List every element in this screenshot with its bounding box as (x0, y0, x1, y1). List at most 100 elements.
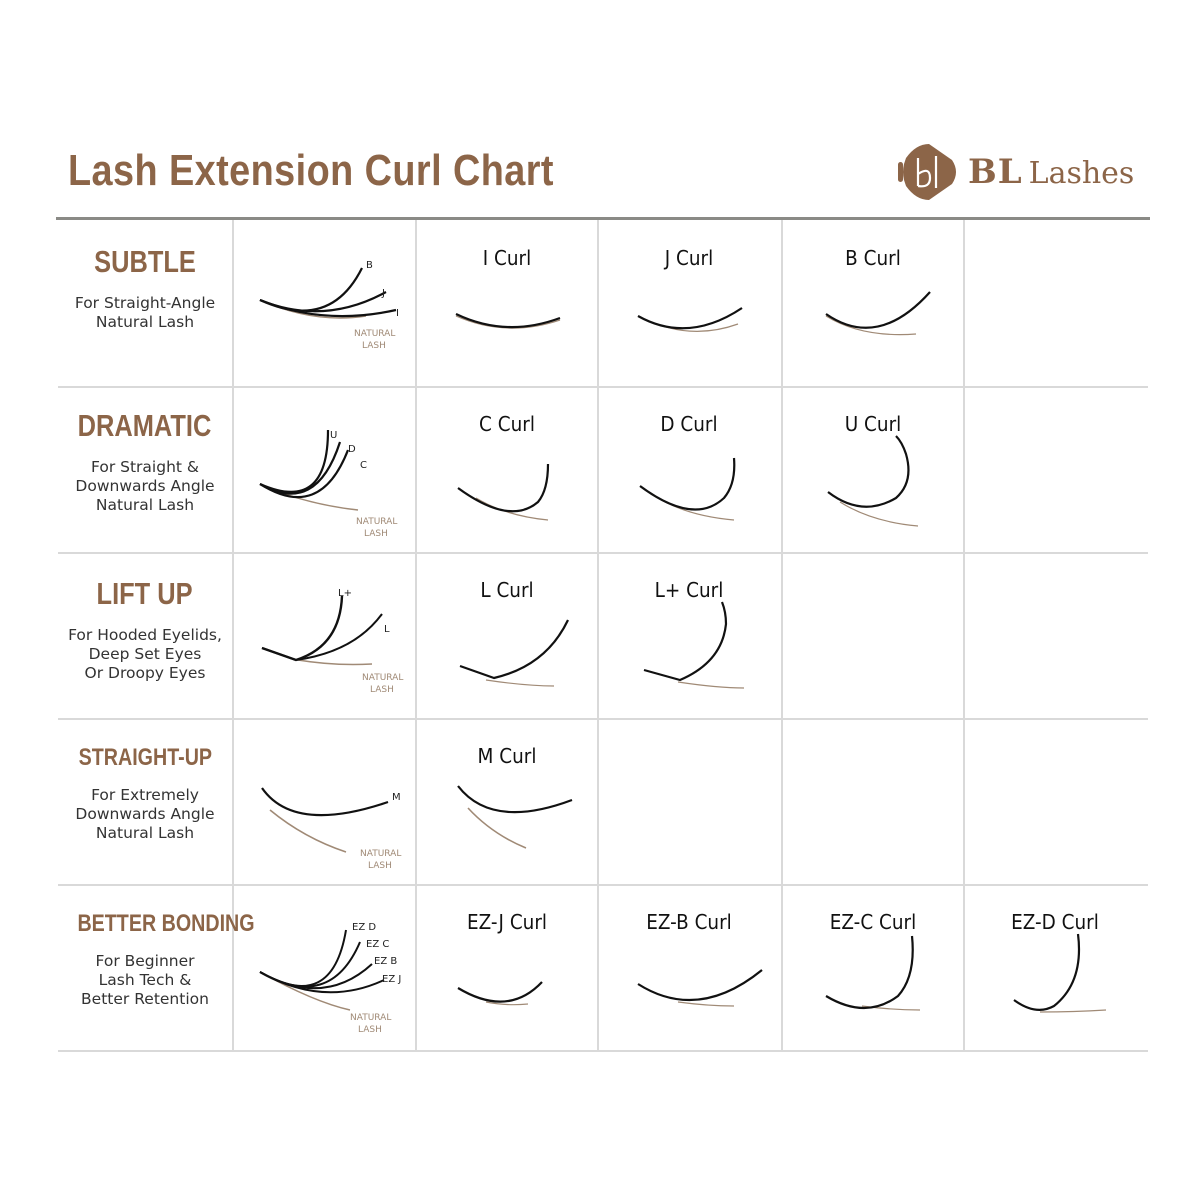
column-divider (963, 220, 965, 1052)
category-description: For Hooded Eyelids, Deep Set Eyes Or Dro… (68, 626, 222, 682)
row-label-better-bonding: BETTER BONDING For Beginner Lash Tech & … (58, 910, 254, 1009)
category-description: For Beginner Lash Tech & Better Retentio… (81, 952, 209, 1008)
row-divider (58, 884, 1148, 886)
curl-cell-u: U Curl (782, 386, 964, 552)
row-label-straight-up: STRAIGHT-UP For Extremely Downwards Angl… (58, 744, 232, 843)
category-title: LIFT UP (96, 576, 194, 611)
curl-label: EZ-B Curl (646, 910, 732, 934)
svg-text:M: M (392, 792, 401, 803)
svg-text:LASH: LASH (358, 1025, 382, 1035)
svg-text:LASH: LASH (368, 861, 392, 871)
curl-chart-grid: SUBTLE For Straight-Angle Natural Lash B… (58, 220, 1148, 1052)
curl-label: I Curl (482, 246, 532, 270)
svg-text:D: D (348, 444, 356, 455)
svg-text:EZ D: EZ D (352, 922, 376, 933)
brand-name: Lashes (1028, 156, 1135, 191)
curl-label: M Curl (477, 744, 537, 768)
svg-text:B: B (366, 260, 373, 271)
category-title: STRAIGHT-UP (78, 744, 212, 771)
column-divider (781, 220, 783, 1052)
l-curl-icon (459, 619, 569, 687)
category-title: DRAMATIC (78, 408, 212, 443)
svg-text:C: C (360, 460, 367, 471)
curl-label: EZ-J Curl (466, 910, 548, 934)
svg-text:NATURAL: NATURAL (362, 673, 403, 683)
curl-label: L+ Curl (654, 578, 724, 602)
curl-cell-b: B Curl (782, 220, 964, 386)
svg-text:EZ C: EZ C (366, 939, 389, 950)
curl-label: EZ-D Curl (1011, 910, 1099, 934)
curl-label: EZ-C Curl (829, 910, 917, 934)
curl-cell-j: J Curl (598, 220, 780, 386)
row-divider (58, 552, 1148, 554)
curl-diagram-icon: M NATURAL LASH (261, 787, 401, 871)
svg-text:LASH: LASH (364, 529, 388, 539)
diagram-dramatic: U D C NATURAL LASH (234, 386, 416, 552)
ez-c-curl-icon (825, 935, 921, 1011)
svg-text:NATURAL: NATURAL (360, 849, 401, 859)
svg-text:L: L (384, 624, 390, 635)
curl-diagram-icon: EZ D EZ C EZ B EZ J NATURAL LASH (259, 922, 401, 1035)
b-curl-icon (825, 291, 931, 336)
svg-text:NATURAL: NATURAL (350, 1013, 391, 1023)
bl-logo-icon (898, 144, 956, 200)
row-label-dramatic: DRAMATIC For Straight & Downwards Angle … (58, 408, 232, 515)
curl-label: D Curl (660, 412, 718, 436)
curl-cell-l: L Curl (416, 552, 598, 718)
diagram-better-bonding: EZ D EZ C EZ B EZ J NATURAL LASH (234, 884, 416, 1050)
svg-text:NATURAL: NATURAL (356, 517, 397, 527)
curl-diagram-icon: U D C NATURAL LASH (259, 429, 397, 539)
ez-d-curl-icon (1013, 933, 1107, 1013)
svg-text:EZ B: EZ B (374, 956, 397, 967)
svg-text:LASH: LASH (370, 685, 394, 695)
curl-diagram-icon: L+ L NATURAL LASH (261, 588, 403, 695)
m-curl-icon (457, 785, 573, 849)
i-curl-icon (455, 313, 561, 329)
ez-b-curl-icon (637, 969, 763, 1007)
row-label-lift-up: LIFT UP For Hooded Eyelids, Deep Set Eye… (58, 576, 232, 683)
curl-cell-ez-j: EZ-J Curl (416, 884, 598, 1050)
column-divider (597, 220, 599, 1052)
curl-diagram-icon: B J I NATURAL LASH (259, 260, 399, 351)
ez-j-curl-icon (457, 981, 543, 1006)
curl-label: L Curl (480, 578, 534, 602)
brand-logo: BL Lashes (896, 142, 1134, 202)
svg-text:J: J (381, 288, 385, 299)
column-divider (415, 220, 417, 1052)
curl-label: C Curl (479, 412, 535, 436)
svg-text:L+: L+ (338, 588, 352, 599)
header-rule (56, 217, 1150, 220)
curl-cell-d: D Curl (598, 386, 780, 552)
category-title: BETTER BONDING (77, 910, 255, 937)
column-divider (232, 220, 234, 1052)
u-curl-icon (827, 435, 919, 527)
row-divider (58, 1050, 1148, 1052)
curl-cell-ez-d: EZ-D Curl (964, 884, 1146, 1050)
svg-text:LASH: LASH (362, 341, 386, 351)
curl-cell-m: M Curl (416, 718, 598, 884)
brand-bold: BL (968, 152, 1023, 192)
j-curl-icon (637, 307, 743, 332)
curl-cell-l-plus: L+ Curl (598, 552, 780, 718)
svg-text:U: U (330, 430, 337, 441)
curl-label: B Curl (845, 246, 901, 270)
diagram-subtle: B J I NATURAL LASH (234, 220, 416, 386)
curl-cell-i: I Curl (416, 220, 598, 386)
row-divider (58, 386, 1148, 388)
diagram-lift-up: L+ L NATURAL LASH (234, 552, 416, 718)
svg-text:I: I (396, 308, 399, 319)
page-title: Lash Extension Curl Chart (68, 146, 554, 195)
diagram-straight-up: M NATURAL LASH (234, 718, 416, 884)
category-description: For Straight & Downwards Angle Natural L… (75, 458, 215, 514)
category-description: For Straight-Angle Natural Lash (74, 294, 216, 331)
category-description: For Extremely Downwards Angle Natural La… (75, 786, 215, 842)
c-curl-icon (457, 463, 550, 521)
curl-label: U Curl (844, 412, 902, 436)
curl-cell-c: C Curl (416, 386, 598, 552)
row-divider (58, 718, 1148, 720)
curl-label: J Curl (664, 246, 714, 270)
curl-cell-ez-b: EZ-B Curl (598, 884, 780, 1050)
svg-text:EZ J: EZ J (382, 974, 401, 985)
d-curl-icon (639, 457, 736, 521)
svg-text:NATURAL: NATURAL (354, 329, 395, 339)
